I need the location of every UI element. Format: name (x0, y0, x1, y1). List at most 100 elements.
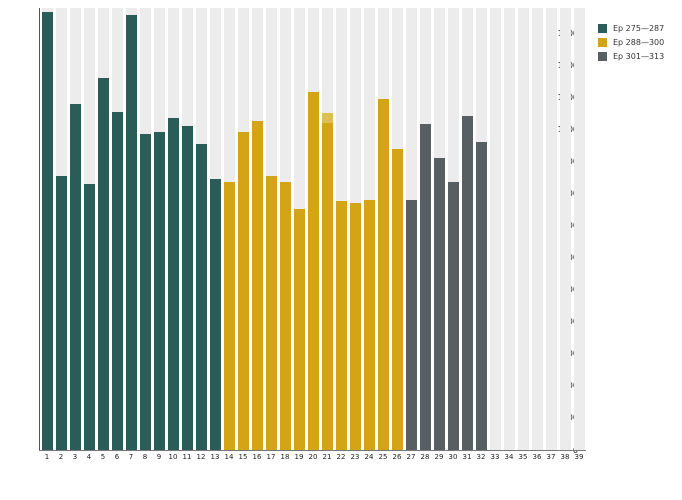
x-tick-label: 2 (58, 453, 64, 461)
bar-slot (82, 8, 96, 450)
x-tick-label: 14 (224, 453, 234, 461)
bar-slot (558, 8, 572, 450)
bar (111, 111, 123, 450)
bar (335, 201, 347, 450)
bar-cap (321, 113, 333, 123)
bar (55, 175, 67, 450)
x-tick-label: 15 (238, 453, 248, 461)
x-tick-label: 10 (168, 453, 178, 461)
background-stripe (503, 8, 515, 450)
bar (461, 116, 473, 450)
x-tick-label: 22 (336, 453, 346, 461)
bar (279, 182, 291, 450)
x-tick-label: 4 (86, 453, 92, 461)
bar (181, 126, 193, 450)
bar-slot (362, 8, 376, 450)
bar-slot (348, 8, 362, 450)
x-tick-label: 31 (462, 453, 472, 461)
x-tick-label: 21 (322, 453, 332, 461)
bar-slot (278, 8, 292, 450)
x-tick-label: 11 (182, 453, 192, 461)
bar-slot (166, 8, 180, 450)
x-tick-label: 34 (504, 453, 514, 461)
bar-slot (110, 8, 124, 450)
bar (97, 77, 109, 450)
bar-slot (320, 8, 334, 450)
legend-item: Ep 275—287 (598, 24, 664, 33)
bar-slot (250, 8, 264, 450)
x-tick-label: 30 (448, 453, 458, 461)
bar (125, 15, 137, 450)
bar-slot (306, 8, 320, 450)
legend: Ep 275—287 Ep 288—300 Ep 301—313 (598, 24, 664, 66)
bar-slot (208, 8, 222, 450)
x-tick-label: 35 (518, 453, 528, 461)
x-tick-label: 25 (378, 453, 388, 461)
y-axis-line (39, 8, 40, 450)
bar-slot (96, 8, 110, 450)
bar (321, 113, 333, 450)
x-axis-labels: 1 2 3 4 5 6 7 8 9 10 11 12 13 14 15 16 17 18 19 20 21 22 23 24 2… (40, 452, 586, 464)
bar-slot (516, 8, 530, 450)
bar-slot (54, 8, 68, 450)
background-stripe (489, 8, 501, 450)
bar (153, 132, 165, 450)
legend-item: Ep 288—300 (598, 38, 664, 47)
bar (475, 142, 487, 450)
bar-slot (376, 8, 390, 450)
x-tick-label: 29 (434, 453, 444, 461)
bar (265, 175, 277, 450)
x-tick-label: 23 (350, 453, 360, 461)
bar-slot (544, 8, 558, 450)
bar-slot (40, 8, 54, 450)
background-stripe (545, 8, 557, 450)
x-tick-label: 24 (364, 453, 374, 461)
bar-slot (124, 8, 138, 450)
background-stripe (517, 8, 529, 450)
bar-slot (194, 8, 208, 450)
x-tick-label: 36 (532, 453, 542, 461)
bar-slot (292, 8, 306, 450)
bar-slot (222, 8, 236, 450)
x-tick-label: 33 (490, 453, 500, 461)
x-tick-label: 1 (44, 453, 50, 461)
bar-slot (180, 8, 194, 450)
background-stripe (559, 8, 571, 450)
bar (251, 121, 263, 450)
x-tick-label: 19 (294, 453, 304, 461)
x-tick-label: 13 (210, 453, 220, 461)
x-axis-line (39, 450, 586, 451)
legend-label: Ep 288—300 (613, 38, 665, 47)
x-tick-label: 3 (72, 453, 78, 461)
bar-slot (530, 8, 544, 450)
bar (41, 12, 53, 450)
bar-slot (334, 8, 348, 450)
background-stripe (573, 8, 585, 450)
bar (83, 183, 95, 450)
bar (433, 158, 445, 450)
bar (307, 92, 319, 450)
bar-slot (474, 8, 488, 450)
bar (377, 98, 389, 450)
x-tick-label: 28 (420, 453, 430, 461)
x-tick-label: 17 (266, 453, 276, 461)
bar-slot (502, 8, 516, 450)
bar (209, 178, 221, 450)
bar (447, 182, 459, 450)
bar-slot (460, 8, 474, 450)
legend-item: Ep 301—313 (598, 52, 664, 61)
bar (405, 199, 417, 450)
bar-slot (404, 8, 418, 450)
bar-slot (68, 8, 82, 450)
bar (195, 143, 207, 450)
plot-area: 0100200300400500600700800900100011001200… (39, 8, 586, 455)
bar-slot (138, 8, 152, 450)
bar-slot (446, 8, 460, 450)
x-tick-label: 8 (142, 453, 148, 461)
bar-slot (152, 8, 166, 450)
bar (419, 124, 431, 450)
bar (349, 203, 361, 450)
x-tick-label: 20 (308, 453, 318, 461)
bar (237, 132, 249, 450)
